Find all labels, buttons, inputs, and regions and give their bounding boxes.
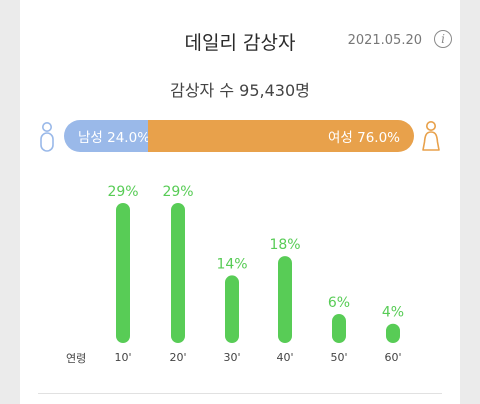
male-ratio-label: 남성 24.0% <box>78 130 151 146</box>
stats-card <box>20 0 460 404</box>
divider <box>38 393 442 394</box>
female-person-icon <box>422 121 440 151</box>
x-axis-title: 연령 <box>66 352 87 365</box>
total-viewers: 감상자 수 95,430명 <box>170 81 310 100</box>
female-segment: 여성 76.0% <box>148 120 414 152</box>
female-ratio-label: 여성 76.0% <box>327 130 400 146</box>
info-icon[interactable]: i <box>434 30 452 48</box>
male-segment: 남성 24.0% <box>64 120 150 152</box>
page-title: 데일리 감상자 <box>184 32 296 54</box>
male-person-icon <box>40 122 54 152</box>
date-label: 2021.05.20 <box>347 33 422 48</box>
gender-ratio-bar: 남성 24.0% 여성 76.0% <box>64 120 414 152</box>
